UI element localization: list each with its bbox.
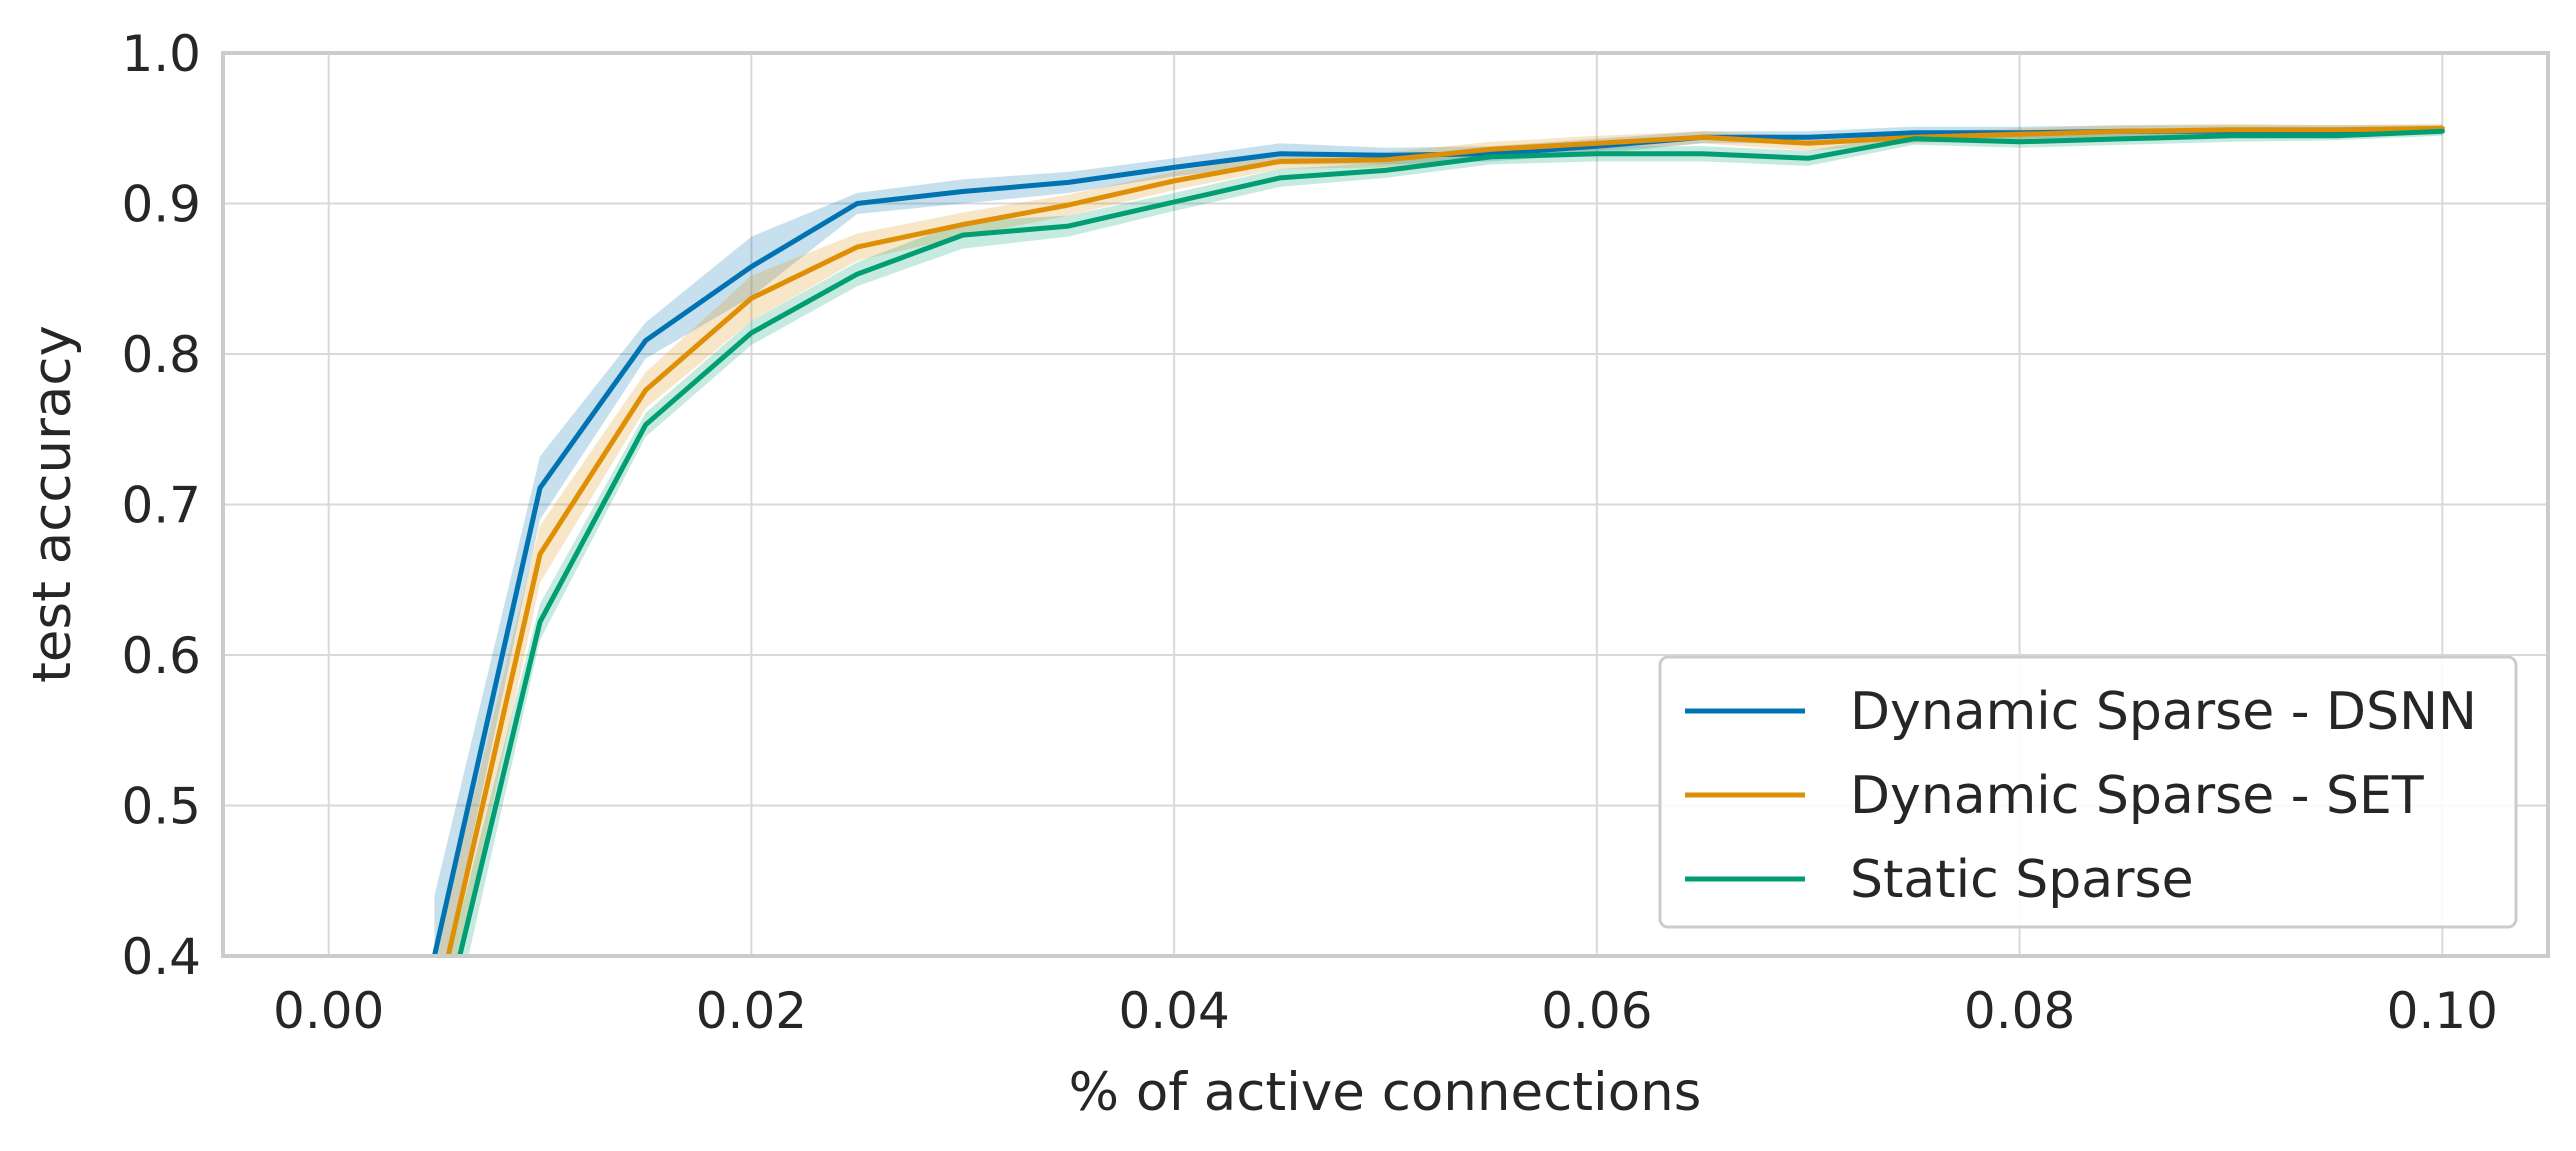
x-axis-label: % of active connections xyxy=(1069,1062,1702,1123)
legend-box xyxy=(1658,655,2518,929)
x-tick-label: 0.06 xyxy=(1541,982,1652,1040)
series-lines xyxy=(431,125,2445,956)
legend: Dynamic Sparse - DSNN Dynamic Sparse - SE… xyxy=(1658,655,2518,929)
x-tick-label: 0.10 xyxy=(2387,982,2498,1040)
y-tick-label: 0.7 xyxy=(121,477,201,535)
x-tick-label: 0.02 xyxy=(696,982,807,1040)
legend-label: Static Sparse xyxy=(1850,850,2194,910)
y-tick-label: 0.9 xyxy=(121,176,201,234)
y-axis-ticks: 0.4 0.5 0.6 0.7 0.8 0.9 1.0 xyxy=(121,25,201,986)
y-tick-label: 0.8 xyxy=(121,326,201,384)
series-line xyxy=(457,128,2445,956)
x-tick-label: 0.08 xyxy=(1964,982,2075,1040)
plot-frame xyxy=(221,51,2550,958)
legend-label: Dynamic Sparse - DSNN xyxy=(1850,682,2477,742)
x-axis-ticks: 0.00 0.02 0.04 0.06 0.08 0.10 xyxy=(273,982,2498,1040)
legend-label: Dynamic Sparse - SET xyxy=(1850,766,2424,826)
y-tick-label: 0.5 xyxy=(121,778,201,836)
x-tick-label: 0.00 xyxy=(273,982,384,1040)
y-axis-label: test accuracy xyxy=(22,325,83,683)
confidence-bands xyxy=(434,123,2443,956)
y-tick-label: 0.6 xyxy=(121,627,201,685)
y-tick-label: 1.0 xyxy=(121,25,201,83)
y-tick-label: 0.4 xyxy=(121,928,201,986)
x-tick-label: 0.04 xyxy=(1118,982,1229,1040)
series-line xyxy=(445,125,2445,956)
